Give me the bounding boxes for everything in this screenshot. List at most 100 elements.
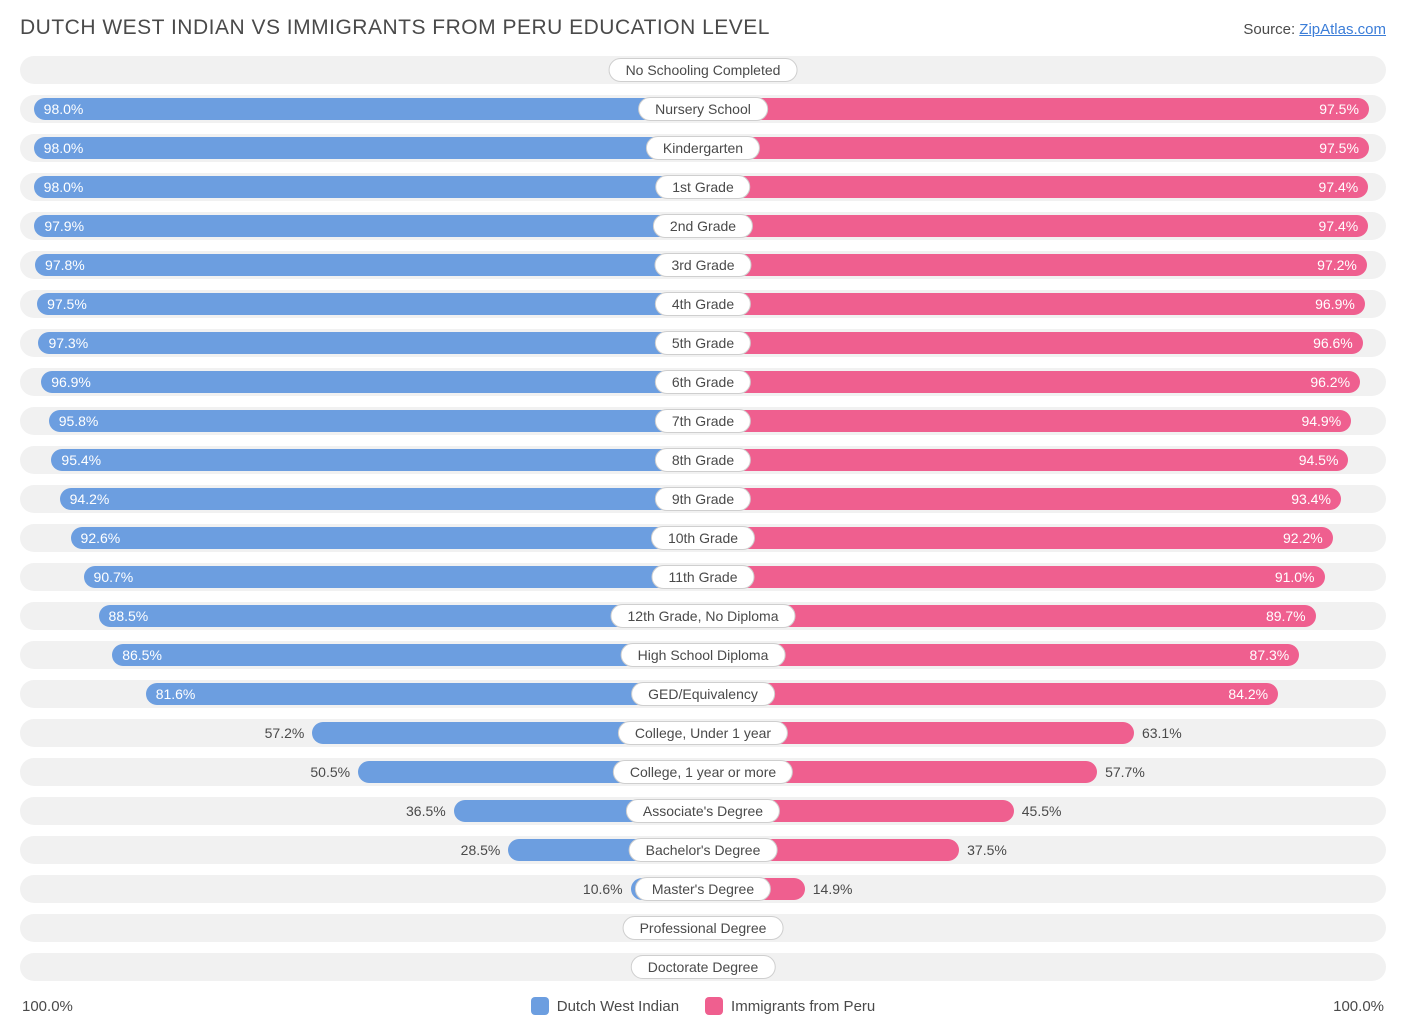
chart-row: 50.5% 57.7% College, 1 year or more xyxy=(20,758,1386,786)
bar-right: 97.5% xyxy=(703,98,1369,120)
bar-left-value: 97.5% xyxy=(47,296,87,312)
bar-left: 97.8% xyxy=(35,254,703,276)
chart-row: 98.0% 97.5% Kindergarten xyxy=(20,134,1386,162)
bar-right-value: 94.5% xyxy=(1299,452,1339,468)
category-badge: College, 1 year or more xyxy=(613,760,793,784)
bar-right-value: 57.7% xyxy=(1097,764,1145,780)
bar-left-value: 28.5% xyxy=(461,842,509,858)
bar-left-value: 92.6% xyxy=(81,530,121,546)
chart-row: 95.8% 94.9% 7th Grade xyxy=(20,407,1386,435)
bar-left-value: 97.3% xyxy=(48,335,88,351)
bar-right-value: 97.2% xyxy=(1317,257,1357,273)
bar-left: 95.4% xyxy=(51,449,703,471)
bar-right: 96.6% xyxy=(703,332,1363,354)
bar-left-value: 98.0% xyxy=(44,179,84,195)
legend-label-left: Dutch West Indian xyxy=(557,998,679,1015)
category-badge: GED/Equivalency xyxy=(631,682,775,706)
chart-row: 36.5%45.5%Associate's Degree xyxy=(20,797,1386,825)
chart-row: 96.9% 96.2% 6th Grade xyxy=(20,368,1386,396)
bar-left-value: 86.5% xyxy=(122,647,162,663)
chart-row: 94.2%93.4%9th Grade xyxy=(20,485,1386,513)
bar-right-value: 93.4% xyxy=(1291,491,1331,507)
chart-title: DUTCH WEST INDIAN VS IMMIGRANTS FROM PER… xyxy=(20,16,770,40)
category-badge: 2nd Grade xyxy=(653,214,753,238)
chart-row: 97.9%97.4%2nd Grade xyxy=(20,212,1386,240)
bar-right: 92.2% xyxy=(703,527,1333,549)
bar-right-value: 91.0% xyxy=(1275,569,1315,585)
bar-right-value: 92.2% xyxy=(1283,530,1323,546)
bar-right-value: 37.5% xyxy=(959,842,1007,858)
bar-right: 96.9% xyxy=(703,293,1365,315)
bar-left-value: 81.6% xyxy=(156,686,196,702)
chart-row: 86.5%87.3%High School Diploma xyxy=(20,641,1386,669)
bar-right: 97.5% xyxy=(703,137,1369,159)
bar-left: 98.0% xyxy=(34,137,703,159)
chart-row: 98.0%97.5%Nursery School xyxy=(20,95,1386,123)
bar-left-value: 10.6% xyxy=(583,881,631,897)
bar-right: 87.3% xyxy=(703,644,1299,666)
bar-right: 97.2% xyxy=(703,254,1367,276)
bar-left: 86.5% xyxy=(112,644,703,666)
category-badge: Master's Degree xyxy=(635,877,771,901)
bar-left-value: 96.9% xyxy=(51,374,91,390)
category-badge: 1st Grade xyxy=(655,175,750,199)
bar-left: 97.9% xyxy=(34,215,703,237)
chart-row: 57.2%63.1%College, Under 1 year xyxy=(20,719,1386,747)
source-link[interactable]: ZipAtlas.com xyxy=(1299,21,1386,38)
bar-left: 92.6% xyxy=(71,527,703,549)
diverging-bar-chart: 2.1%2.5%No Schooling Completed 98.0% 97.5%… xyxy=(20,56,1386,981)
bar-right: 94.5% xyxy=(703,449,1348,471)
bar-right-value: 94.9% xyxy=(1301,413,1341,429)
bar-left: 81.6% xyxy=(146,683,703,705)
bar-left-value: 95.4% xyxy=(61,452,101,468)
category-badge: 5th Grade xyxy=(655,331,751,355)
chart-row: 97.5%96.9%4th Grade xyxy=(20,290,1386,318)
legend-swatch-right xyxy=(705,997,723,1015)
chart-footer: 100.0% Dutch West Indian Immigrants from… xyxy=(20,991,1386,1015)
bar-right-value: 96.2% xyxy=(1310,374,1350,390)
category-badge: 7th Grade xyxy=(655,409,751,433)
chart-source: Source: ZipAtlas.com xyxy=(1243,21,1386,38)
bar-left: 96.9% xyxy=(41,371,703,393)
bar-right-value: 45.5% xyxy=(1014,803,1062,819)
bar-left: 97.3% xyxy=(38,332,703,354)
source-label: Source: xyxy=(1243,21,1299,38)
bar-right: 84.2% xyxy=(703,683,1278,705)
legend-item-left: Dutch West Indian xyxy=(531,997,679,1015)
chart-legend: Dutch West Indian Immigrants from Peru xyxy=(531,997,876,1015)
chart-row: 81.6% 84.2% GED/Equivalency xyxy=(20,680,1386,708)
bar-right-value: 97.5% xyxy=(1319,101,1359,117)
bar-left-value: 94.2% xyxy=(70,491,110,507)
legend-item-right: Immigrants from Peru xyxy=(705,997,875,1015)
bar-left-value: 97.8% xyxy=(45,257,85,273)
chart-row: 95.4%94.5%8th Grade xyxy=(20,446,1386,474)
chart-row: 97.8% 97.2% 3rd Grade xyxy=(20,251,1386,279)
chart-row: 92.6%92.2%10th Grade xyxy=(20,524,1386,552)
chart-row: 2.1%2.5%No Schooling Completed xyxy=(20,56,1386,84)
category-badge: 3rd Grade xyxy=(654,253,751,277)
chart-row: 10.6% 14.9% Master's Degree xyxy=(20,875,1386,903)
bar-right-value: 97.4% xyxy=(1319,179,1359,195)
bar-left-value: 90.7% xyxy=(94,569,134,585)
bar-right: 97.4% xyxy=(703,215,1368,237)
category-badge: Kindergarten xyxy=(646,136,760,160)
bar-right: 93.4% xyxy=(703,488,1341,510)
bar-left-value: 57.2% xyxy=(265,725,313,741)
category-badge: Professional Degree xyxy=(623,916,784,940)
bar-right-value: 84.2% xyxy=(1228,686,1268,702)
category-badge: College, Under 1 year xyxy=(618,721,788,745)
bar-left-value: 50.5% xyxy=(310,764,358,780)
bar-right-value: 14.9% xyxy=(805,881,853,897)
chart-row: 1.3%1.7%Doctorate Degree xyxy=(20,953,1386,981)
bar-right: 96.2% xyxy=(703,371,1360,393)
bar-left: 98.0% xyxy=(34,176,703,198)
bar-left-value: 95.8% xyxy=(59,413,99,429)
chart-row: 97.3% 96.6%5th Grade xyxy=(20,329,1386,357)
bar-left-value: 98.0% xyxy=(44,140,84,156)
bar-left: 90.7% xyxy=(84,566,703,588)
category-badge: 6th Grade xyxy=(655,370,751,394)
chart-header: DUTCH WEST INDIAN VS IMMIGRANTS FROM PER… xyxy=(20,16,1386,40)
category-badge: Nursery School xyxy=(638,97,768,121)
bar-right-value: 97.5% xyxy=(1319,140,1359,156)
legend-label-right: Immigrants from Peru xyxy=(731,998,875,1015)
